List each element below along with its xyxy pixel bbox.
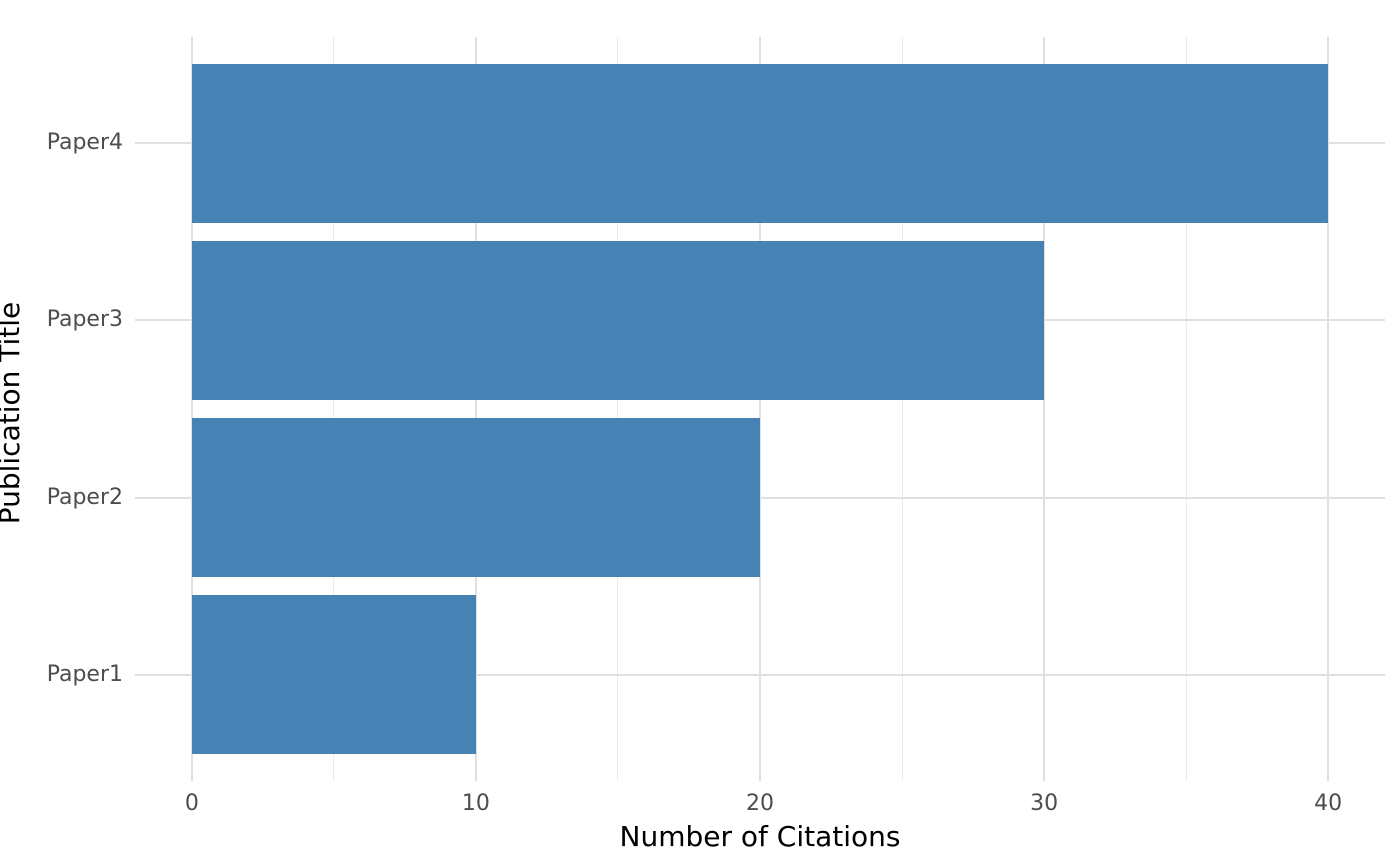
x-tick-label-20: 20 (746, 791, 774, 816)
y-tick-label-paper4: Paper4 (46, 130, 123, 156)
major-gridline-x0 (190, 37, 193, 781)
major-gridline-x10 (474, 37, 477, 781)
y-tick-label-paper3: Paper3 (46, 307, 123, 333)
gridline-paper1 (135, 673, 1385, 676)
minor-gridline-x35 (1185, 37, 1187, 781)
minor-gridline-x15 (617, 37, 619, 781)
plot-area (135, 37, 1385, 781)
y-tick-label-paper1: Paper1 (46, 661, 123, 687)
x-tick-label-40: 40 (1314, 791, 1343, 816)
major-gridline-x20 (759, 37, 761, 781)
x-axis-title: Number of Citations (619, 820, 901, 853)
major-gridline-x30 (1043, 37, 1046, 781)
minor-gridline-x25 (901, 37, 903, 781)
x-tick-label-30: 30 (1030, 791, 1059, 816)
gridline-paper2 (135, 496, 1385, 499)
minor-gridline-x5 (333, 37, 335, 781)
y-axis-title: Publication Title (0, 301, 26, 525)
x-tick-label-10: 10 (461, 791, 490, 816)
bar-paper3 (191, 240, 1045, 401)
bar-paper1 (191, 595, 476, 755)
bar-paper2 (191, 417, 760, 578)
bar-paper4 (191, 63, 1329, 223)
y-tick-label-paper2: Paper2 (46, 484, 123, 510)
major-gridline-x40 (1327, 37, 1330, 781)
x-tick-label-0: 0 (184, 791, 199, 816)
